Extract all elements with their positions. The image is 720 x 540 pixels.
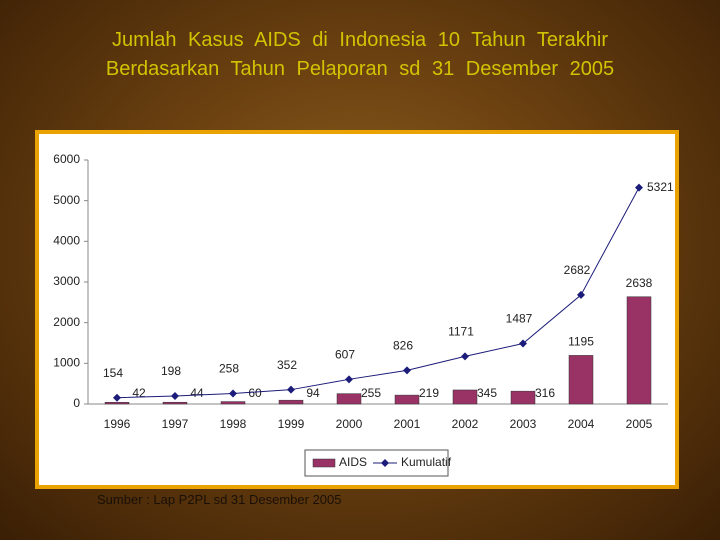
y-tick-label: 2000 bbox=[53, 315, 80, 329]
bar-value-label: 345 bbox=[477, 386, 497, 400]
y-tick-label: 5000 bbox=[53, 193, 80, 207]
x-tick-label: 1998 bbox=[220, 417, 247, 431]
y-tick-label: 4000 bbox=[53, 234, 80, 248]
line-marker bbox=[113, 393, 121, 402]
y-tick-label: 3000 bbox=[53, 274, 80, 288]
line-marker bbox=[519, 339, 527, 348]
bar bbox=[104, 402, 130, 405]
line-value-label: 1487 bbox=[506, 312, 533, 326]
legend-label: AIDS bbox=[339, 455, 367, 469]
line-value-label: 258 bbox=[219, 362, 239, 376]
x-tick-label: 2000 bbox=[336, 417, 363, 431]
bar-value-label: 316 bbox=[535, 386, 555, 400]
bar bbox=[220, 401, 246, 405]
bar-value-label: 44 bbox=[190, 386, 204, 400]
source-note: Sumber : Lap P2PL sd 31 Desember 2005 bbox=[97, 492, 342, 507]
line-value-label: 5321 bbox=[647, 180, 674, 194]
bar bbox=[278, 399, 304, 405]
x-tick-label: 2002 bbox=[452, 417, 479, 431]
x-tick-label: 1996 bbox=[104, 417, 131, 431]
x-tick-label: 2004 bbox=[568, 417, 595, 431]
line-marker bbox=[577, 290, 585, 299]
bar bbox=[162, 401, 188, 405]
x-tick-label: 2003 bbox=[510, 417, 537, 431]
line-marker bbox=[229, 389, 237, 398]
bar-value-label: 1195 bbox=[568, 335, 594, 349]
bar bbox=[452, 389, 478, 405]
bar bbox=[336, 393, 362, 405]
line-marker bbox=[171, 391, 179, 400]
y-tick-label: 1000 bbox=[53, 356, 80, 370]
x-tick-label: 1999 bbox=[278, 417, 305, 431]
line-value-label: 198 bbox=[161, 364, 181, 378]
line-value-label: 1171 bbox=[448, 325, 474, 339]
bar-value-label: 2638 bbox=[626, 276, 653, 290]
bar bbox=[626, 296, 652, 405]
bar-value-label: 60 bbox=[248, 386, 262, 400]
line-marker bbox=[461, 352, 469, 361]
line-value-label: 154 bbox=[103, 366, 123, 380]
bar-value-label: 255 bbox=[361, 386, 381, 400]
line-value-label: 352 bbox=[277, 358, 297, 372]
x-tick-label: 1997 bbox=[162, 417, 189, 431]
y-tick-label: 6000 bbox=[53, 152, 80, 166]
line bbox=[116, 187, 640, 399]
line-marker bbox=[345, 375, 353, 384]
bar bbox=[394, 394, 420, 405]
line-marker bbox=[403, 366, 411, 375]
bar bbox=[510, 390, 536, 405]
legend-swatch bbox=[312, 458, 336, 468]
legend-label: Kumulatif bbox=[401, 455, 452, 469]
bar-value-label: 94 bbox=[306, 386, 320, 400]
x-tick-label: 2005 bbox=[626, 417, 653, 431]
chart-frame: 0 1000 2000 3000 4000 5000 6000 1996 1997 1998 199… bbox=[35, 130, 679, 489]
line-marker bbox=[635, 183, 643, 192]
legend-marker bbox=[381, 459, 389, 467]
bar-value-label: 219 bbox=[419, 386, 439, 400]
bar bbox=[568, 355, 594, 405]
line-value-label: 607 bbox=[335, 347, 355, 361]
x-tick-label: 2001 bbox=[394, 417, 421, 431]
bar-value-label: 42 bbox=[132, 386, 146, 400]
line-marker bbox=[287, 385, 295, 394]
line-value-label: 826 bbox=[393, 339, 413, 353]
line-value-label: 2682 bbox=[564, 263, 591, 277]
y-tick-label: 0 bbox=[73, 396, 80, 410]
chart: 0 1000 2000 3000 4000 5000 6000 1996 1997 1998 199… bbox=[53, 152, 674, 477]
slide-title: Jumlah Kasus AIDS di Indonesia 10 Tahun … bbox=[105, 29, 615, 80]
